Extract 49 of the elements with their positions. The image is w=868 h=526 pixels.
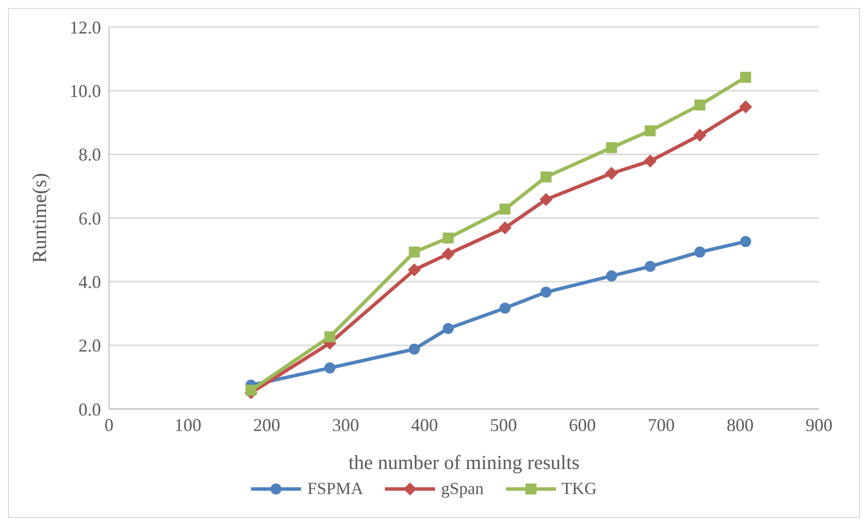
x-tick-label: 0 (104, 415, 114, 435)
point (540, 286, 552, 298)
y-tick-label: 10.0 (70, 81, 101, 102)
point (500, 302, 511, 314)
x-tick-label: 500 (490, 415, 517, 435)
x-tick-label: 100 (174, 415, 202, 435)
point (740, 236, 752, 248)
point (694, 99, 706, 110)
y-tick-label: 0.0 (78, 399, 101, 420)
y-tick-label: 4.0 (78, 272, 101, 292)
y-tick-label: 6.0 (78, 208, 101, 228)
x-axis-title: the number of mining results (348, 452, 580, 474)
legend-label: FSPMA (306, 479, 364, 499)
point (442, 247, 455, 260)
point (442, 322, 454, 334)
x-tick-label: 700 (648, 415, 675, 435)
x-tick-label: 200 (253, 415, 280, 435)
x-tick-label: 900 (806, 415, 832, 435)
y-axis-title: Runtime(s) (29, 173, 52, 263)
point (606, 270, 618, 282)
point (693, 128, 706, 142)
point (408, 344, 420, 355)
point (605, 166, 618, 180)
y-tick-label: 12.0 (70, 17, 101, 38)
point (540, 171, 552, 182)
point (540, 193, 553, 206)
point (644, 154, 657, 168)
point (500, 204, 511, 215)
point (324, 331, 336, 342)
x-tick-label: 300 (332, 415, 360, 435)
point (408, 263, 421, 276)
point (498, 221, 512, 234)
point (324, 362, 336, 374)
x-tick-label: 600 (568, 415, 596, 435)
point (694, 246, 706, 258)
point (644, 260, 656, 272)
x-tick-label: 400 (411, 415, 438, 435)
legend-label: gSpan (440, 479, 484, 499)
legend-label: TKG (560, 479, 597, 499)
x-tick-label: 800 (726, 415, 754, 435)
point (246, 384, 256, 396)
point (442, 232, 454, 244)
y-tick-label: 8.0 (78, 144, 101, 165)
point (606, 142, 618, 154)
point (739, 100, 752, 114)
point (408, 246, 420, 258)
point (644, 125, 656, 136)
y-tick-label: 2.0 (78, 336, 101, 356)
point (740, 72, 752, 83)
